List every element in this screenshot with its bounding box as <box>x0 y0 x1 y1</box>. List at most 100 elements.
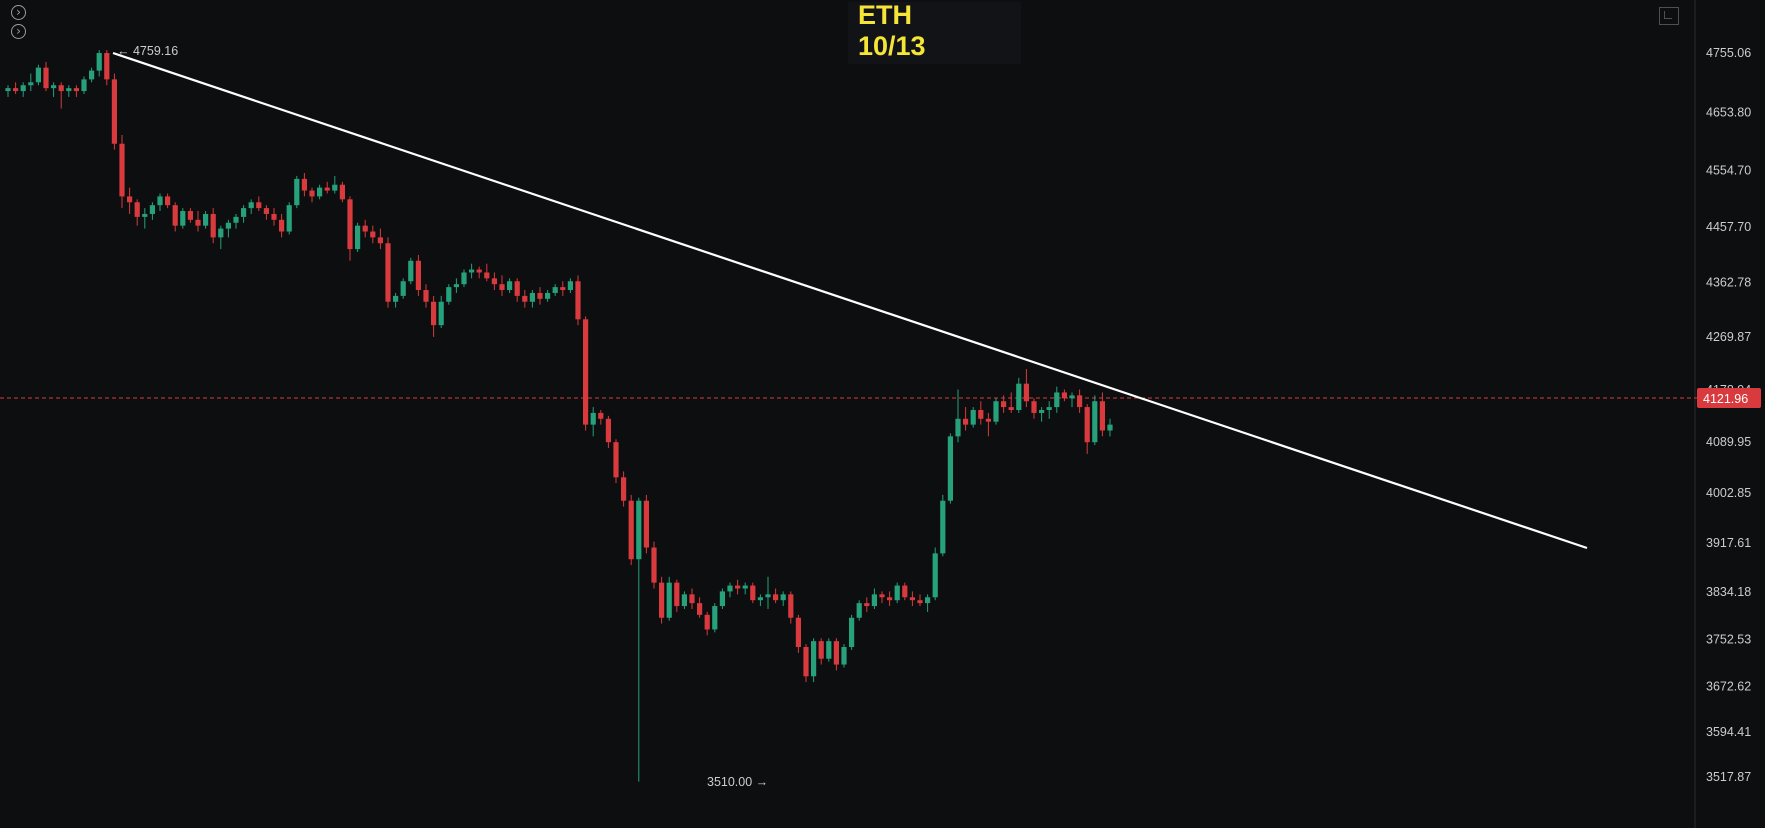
candle-body <box>719 591 725 607</box>
candle <box>849 614 855 650</box>
candle <box>833 638 839 671</box>
candle <box>453 278 459 293</box>
candle <box>529 290 535 308</box>
trendline[interactable] <box>112 51 1588 550</box>
candle <box>233 213 239 229</box>
candle <box>925 594 931 612</box>
low-arrow: → <box>752 775 768 789</box>
candle <box>963 407 969 431</box>
candle-body <box>355 225 361 250</box>
candle-body <box>674 582 680 607</box>
candle <box>795 614 801 653</box>
candle-body <box>446 287 452 302</box>
candle <box>339 181 345 203</box>
price-tick-label: 4554.70 <box>1706 163 1751 177</box>
candle <box>537 287 543 305</box>
candle-body <box>932 553 938 598</box>
candle-body <box>431 301 437 326</box>
candle-body <box>499 284 505 291</box>
candle <box>1077 389 1083 413</box>
candle <box>377 228 383 250</box>
candle <box>324 181 330 194</box>
candle <box>286 202 292 235</box>
candle <box>940 494 946 557</box>
candle-body <box>1092 401 1098 443</box>
candle-body <box>727 585 733 592</box>
chevron-right-icon[interactable]: › <box>11 24 26 39</box>
candle-body <box>332 184 338 191</box>
candle <box>659 576 665 624</box>
price-tick-label: 3917.61 <box>1706 536 1751 550</box>
candle <box>51 82 57 97</box>
candle-body <box>811 641 817 677</box>
candle <box>385 237 391 308</box>
candle <box>484 263 490 282</box>
candle-body <box>940 500 946 554</box>
candle <box>803 644 809 683</box>
high-arrow: ← <box>117 44 133 58</box>
candle <box>461 269 467 288</box>
candle-body <box>826 641 832 659</box>
candle <box>347 196 353 261</box>
candle <box>788 591 794 624</box>
candle-body <box>537 292 543 299</box>
price-tick-label: 4457.70 <box>1706 220 1751 234</box>
candle-body <box>909 597 915 601</box>
candle <box>894 582 900 604</box>
candle <box>301 173 307 197</box>
candle-body <box>567 281 573 291</box>
candle <box>1001 395 1007 413</box>
price-tick-label: 4653.80 <box>1706 105 1751 119</box>
candle-body <box>659 582 665 618</box>
candle-body <box>66 88 72 92</box>
candle <box>172 202 178 232</box>
candle-body <box>51 85 57 89</box>
candle <box>765 576 771 609</box>
candle-body <box>757 597 763 601</box>
candle-body <box>894 585 900 601</box>
candle <box>279 213 285 238</box>
candle-body <box>172 205 178 226</box>
candle <box>947 433 953 504</box>
candle-body <box>583 319 589 425</box>
candle-body <box>256 202 262 209</box>
candle <box>590 407 596 437</box>
candle <box>598 410 604 425</box>
candle <box>719 588 725 609</box>
candle-body <box>1008 407 1014 411</box>
candle <box>248 199 254 214</box>
candle-body <box>849 617 855 648</box>
price-tick-label: 4362.78 <box>1706 276 1751 290</box>
price-tick-label: 4269.87 <box>1706 330 1751 344</box>
candle-body <box>1061 392 1067 399</box>
candle <box>73 85 79 97</box>
candle-body <box>750 585 756 601</box>
candle-body <box>788 594 794 618</box>
candle-body <box>263 208 269 214</box>
candle <box>81 76 87 94</box>
candle <box>902 582 908 601</box>
candle-body <box>993 401 999 422</box>
candle <box>210 208 216 244</box>
candle-body <box>309 190 315 197</box>
candle <box>104 50 110 86</box>
candle <box>127 187 133 214</box>
candle <box>187 208 193 223</box>
candle-body <box>887 597 893 601</box>
candle <box>552 284 558 296</box>
candle <box>423 284 429 308</box>
candle <box>697 597 703 618</box>
candle <box>499 275 505 296</box>
candle <box>35 64 41 86</box>
candle-body <box>963 418 969 425</box>
current-price-label: 4121.96 <box>1703 392 1748 406</box>
chevron-right-icon[interactable]: › <box>11 5 26 20</box>
candle-body <box>879 594 885 598</box>
candle-body <box>210 213 216 238</box>
candle-body <box>560 287 566 291</box>
candle <box>370 225 376 244</box>
expand-icon[interactable] <box>1659 7 1679 25</box>
price-tick-label: 4755.06 <box>1706 46 1751 60</box>
candle <box>689 588 695 609</box>
